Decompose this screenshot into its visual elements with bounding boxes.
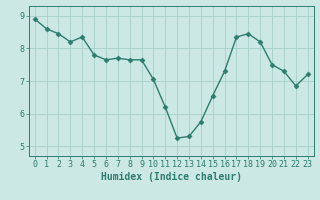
X-axis label: Humidex (Indice chaleur): Humidex (Indice chaleur) (101, 172, 242, 182)
